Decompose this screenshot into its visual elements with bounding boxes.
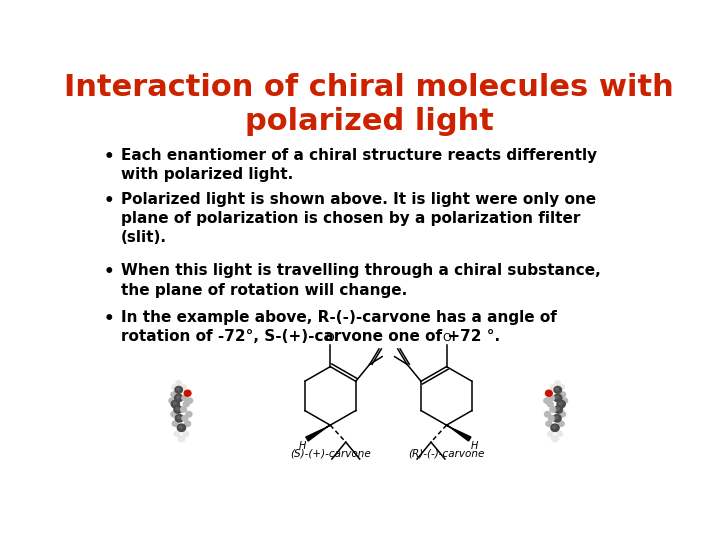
Ellipse shape <box>558 421 564 427</box>
Text: •: • <box>104 192 114 210</box>
Ellipse shape <box>544 398 550 403</box>
Polygon shape <box>306 425 331 441</box>
Ellipse shape <box>179 426 182 428</box>
Ellipse shape <box>184 431 189 436</box>
Ellipse shape <box>546 421 552 427</box>
Ellipse shape <box>181 385 186 389</box>
Ellipse shape <box>175 387 182 393</box>
Ellipse shape <box>182 416 188 421</box>
Ellipse shape <box>173 402 176 405</box>
Ellipse shape <box>559 392 565 397</box>
Ellipse shape <box>559 385 564 389</box>
Text: In the example above, R-(-)-carvone has a angle of
rotation of -72°, S-(+)-carvo: In the example above, R-(-)-carvone has … <box>121 309 557 344</box>
Ellipse shape <box>554 416 558 419</box>
Ellipse shape <box>174 406 182 413</box>
Ellipse shape <box>556 388 559 390</box>
Ellipse shape <box>552 436 559 442</box>
Text: Interaction of chiral molecules with
polarized light: Interaction of chiral molecules with pol… <box>64 72 674 136</box>
Text: Each enantiomer of a chiral structure reacts differently
with polarized light.: Each enantiomer of a chiral structure re… <box>121 148 597 182</box>
Ellipse shape <box>549 395 554 401</box>
Ellipse shape <box>186 398 193 403</box>
Ellipse shape <box>554 387 562 393</box>
Ellipse shape <box>184 421 191 427</box>
Ellipse shape <box>175 415 184 422</box>
Ellipse shape <box>559 411 565 417</box>
Ellipse shape <box>550 385 556 389</box>
Ellipse shape <box>176 381 181 386</box>
Ellipse shape <box>544 411 551 417</box>
Ellipse shape <box>171 400 179 408</box>
Ellipse shape <box>550 407 556 412</box>
Ellipse shape <box>169 398 175 403</box>
Text: H: H <box>471 441 478 450</box>
Text: •: • <box>104 148 114 166</box>
Text: H: H <box>299 441 306 450</box>
Ellipse shape <box>172 385 177 389</box>
Text: When this light is travelling through a chiral substance,
the plane of rotation : When this light is travelling through a … <box>121 264 600 298</box>
Ellipse shape <box>554 394 562 402</box>
Ellipse shape <box>555 381 560 386</box>
Ellipse shape <box>177 424 186 431</box>
Ellipse shape <box>177 416 181 419</box>
Ellipse shape <box>548 431 553 436</box>
Ellipse shape <box>176 408 179 410</box>
Text: •: • <box>104 309 114 328</box>
Ellipse shape <box>553 415 561 422</box>
Text: Polarized light is shown above. It is light were only one
plane of polarization : Polarized light is shown above. It is li… <box>121 192 596 245</box>
Ellipse shape <box>549 416 554 421</box>
Ellipse shape <box>553 426 556 428</box>
Text: (S)-(+)-carvone: (S)-(+)-carvone <box>290 448 371 458</box>
Ellipse shape <box>176 396 180 399</box>
Ellipse shape <box>554 406 562 413</box>
Ellipse shape <box>172 421 179 427</box>
Ellipse shape <box>556 408 559 410</box>
Ellipse shape <box>557 400 565 408</box>
Ellipse shape <box>181 407 186 412</box>
Text: O: O <box>442 333 451 343</box>
Ellipse shape <box>174 431 179 436</box>
Ellipse shape <box>559 402 562 405</box>
Text: •: • <box>104 264 114 281</box>
Ellipse shape <box>557 431 562 436</box>
Ellipse shape <box>171 411 177 417</box>
Ellipse shape <box>176 388 179 390</box>
Ellipse shape <box>174 394 183 402</box>
Ellipse shape <box>178 436 185 442</box>
Ellipse shape <box>183 401 189 407</box>
Ellipse shape <box>551 424 559 431</box>
Polygon shape <box>446 425 471 441</box>
Ellipse shape <box>182 395 188 401</box>
Ellipse shape <box>562 398 567 403</box>
Text: (R)-(-)-carvone: (R)-(-)-carvone <box>408 448 485 458</box>
Ellipse shape <box>546 390 552 396</box>
Ellipse shape <box>555 396 559 399</box>
Ellipse shape <box>184 390 191 396</box>
Ellipse shape <box>186 411 192 417</box>
Ellipse shape <box>171 392 177 397</box>
Ellipse shape <box>547 401 553 407</box>
Text: O: O <box>326 333 335 343</box>
